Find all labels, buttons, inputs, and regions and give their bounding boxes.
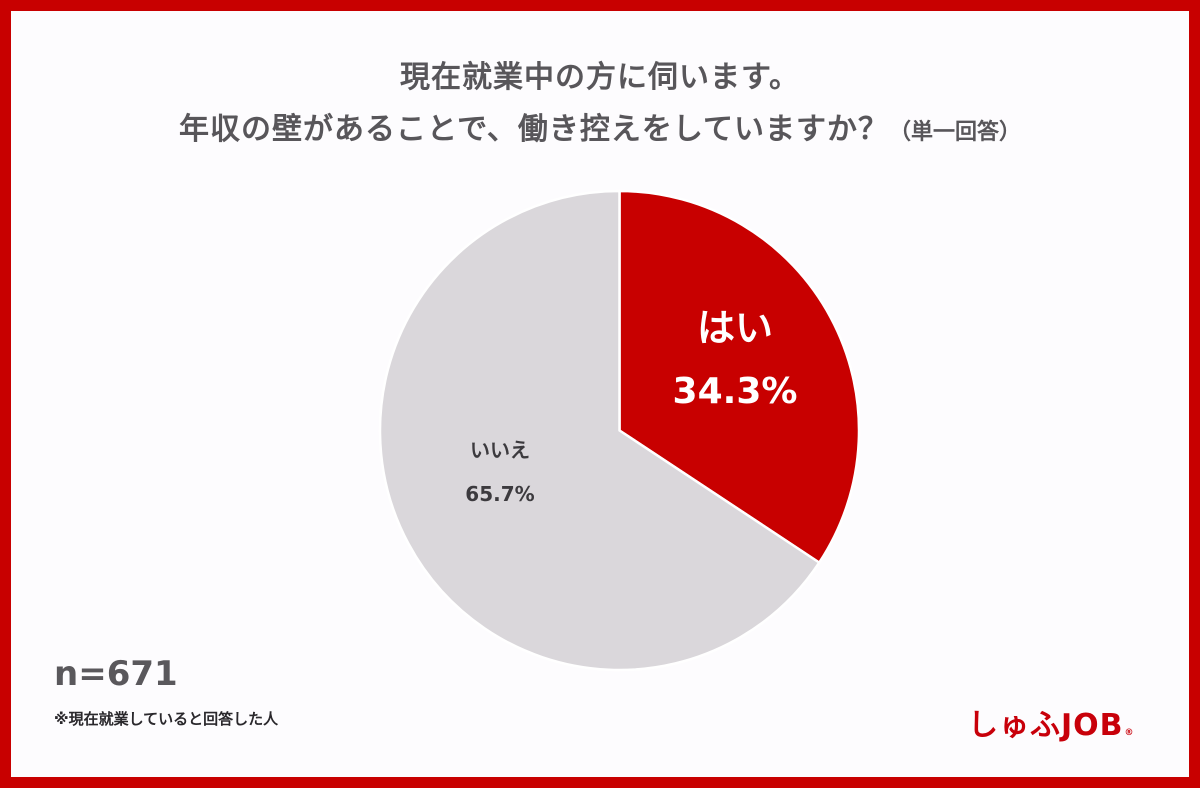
pie-slices [378,189,861,672]
slice-yes-category: はい [696,306,773,350]
title-answer-type-note: （単一回答） [888,120,1021,145]
chart-title: 現在就業中の方に伺います。 年収の壁があることで、働き控えをしていますか？（単一… [0,52,1200,159]
brand-logo: しゅふJOB® [968,700,1135,744]
registered-mark-icon: ® [1124,728,1135,738]
pie-slice-no [378,189,821,672]
title-question: 年収の壁があることで、働き控えをしていますか？ [178,112,889,147]
footnote: ※現在就業していると回答した人 [54,710,279,728]
title-line-2: 年収の壁があることで、働き控えをしていますか？（単一回答） [0,104,1200,159]
sample-size: n=671 [54,654,178,694]
slice-no-category: いいえ [470,438,530,462]
slice-yes-percentage: 34.3% [672,371,798,412]
brand-name: しゅふJOB [968,708,1124,743]
title-line-1: 現在就業中の方に伺います。 [400,60,800,95]
slice-label-no: いいえ 65.7% [440,435,560,509]
slice-label-yes: はい 34.3% [660,300,810,420]
slice-no-percentage: 65.7% [465,482,535,506]
